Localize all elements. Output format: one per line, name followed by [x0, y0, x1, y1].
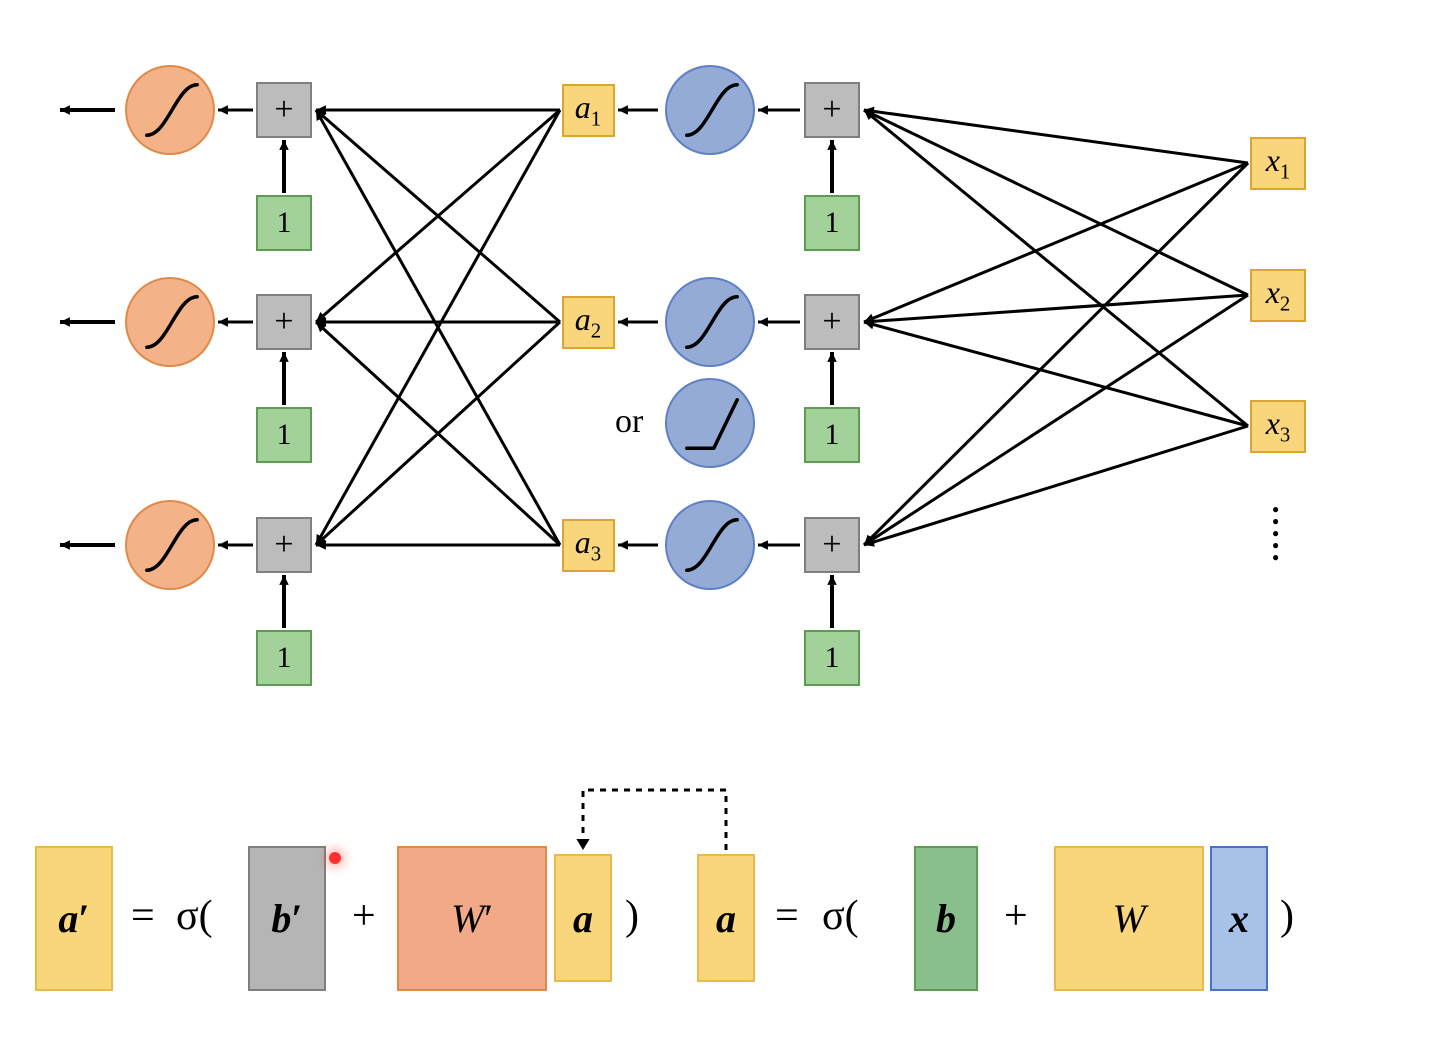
layer2-sigma2-circle	[125, 277, 215, 367]
eq-bprime-box: b′	[248, 846, 326, 991]
layer1-a3-box: a3	[562, 519, 615, 572]
layer1-sum1-box: +	[804, 82, 860, 138]
layer1-sigma1-circle	[665, 65, 755, 155]
layer1-bias3-box: 1	[804, 630, 860, 686]
eq-a-left-box: a	[554, 854, 612, 982]
or-label: or	[615, 403, 643, 441]
eq-Wprime-box: W′	[397, 846, 547, 991]
eq-x-box: x	[1210, 846, 1268, 991]
layer1-bias2-box: 1	[804, 407, 860, 463]
input-x2-box: x2	[1250, 269, 1306, 322]
layer1-sum3-box: +	[804, 517, 860, 573]
laser-pointer-dot	[329, 852, 341, 864]
layer1-a1-box: a1	[562, 84, 615, 137]
layer2-sigma3-circle	[125, 500, 215, 590]
eq-equals-2: =	[775, 892, 799, 940]
layer2-bias3-box: 1	[256, 630, 312, 686]
eq-W-box: W	[1054, 846, 1204, 991]
input-x1-box: x1	[1250, 137, 1306, 190]
layer1-bias1-box: 1	[804, 195, 860, 251]
layer1-a2-box: a2	[562, 296, 615, 349]
eq-sigma-2: σ(	[822, 892, 859, 940]
eq-plus-1: +	[352, 892, 376, 940]
eq-b-box: b	[914, 846, 978, 991]
layer1-sum2-box: +	[804, 294, 860, 350]
eq-aprime-box: a′	[35, 846, 113, 991]
layer1-sigma2-circle	[665, 277, 755, 367]
eq-sigma-1: σ(	[176, 892, 213, 940]
eq-close-1: )	[625, 892, 639, 940]
eq-equals-1: =	[131, 892, 155, 940]
layer1-sigma3-circle	[665, 500, 755, 590]
layer1-relu-alt-circle	[665, 378, 755, 468]
layer2-sigma1-circle	[125, 65, 215, 155]
layer2-sum2-box: +	[256, 294, 312, 350]
layer2-sum3-box: +	[256, 517, 312, 573]
eq-close-2: )	[1280, 892, 1294, 940]
input-ellipsis: ●●●●●	[1272, 503, 1279, 563]
layer2-sum1-box: +	[256, 82, 312, 138]
layer2-bias1-box: 1	[256, 195, 312, 251]
input-x3-box: x3	[1250, 400, 1306, 453]
layer2-bias2-box: 1	[256, 407, 312, 463]
eq-plus-2: +	[1004, 892, 1028, 940]
eq-a-right-box: a	[697, 854, 755, 982]
